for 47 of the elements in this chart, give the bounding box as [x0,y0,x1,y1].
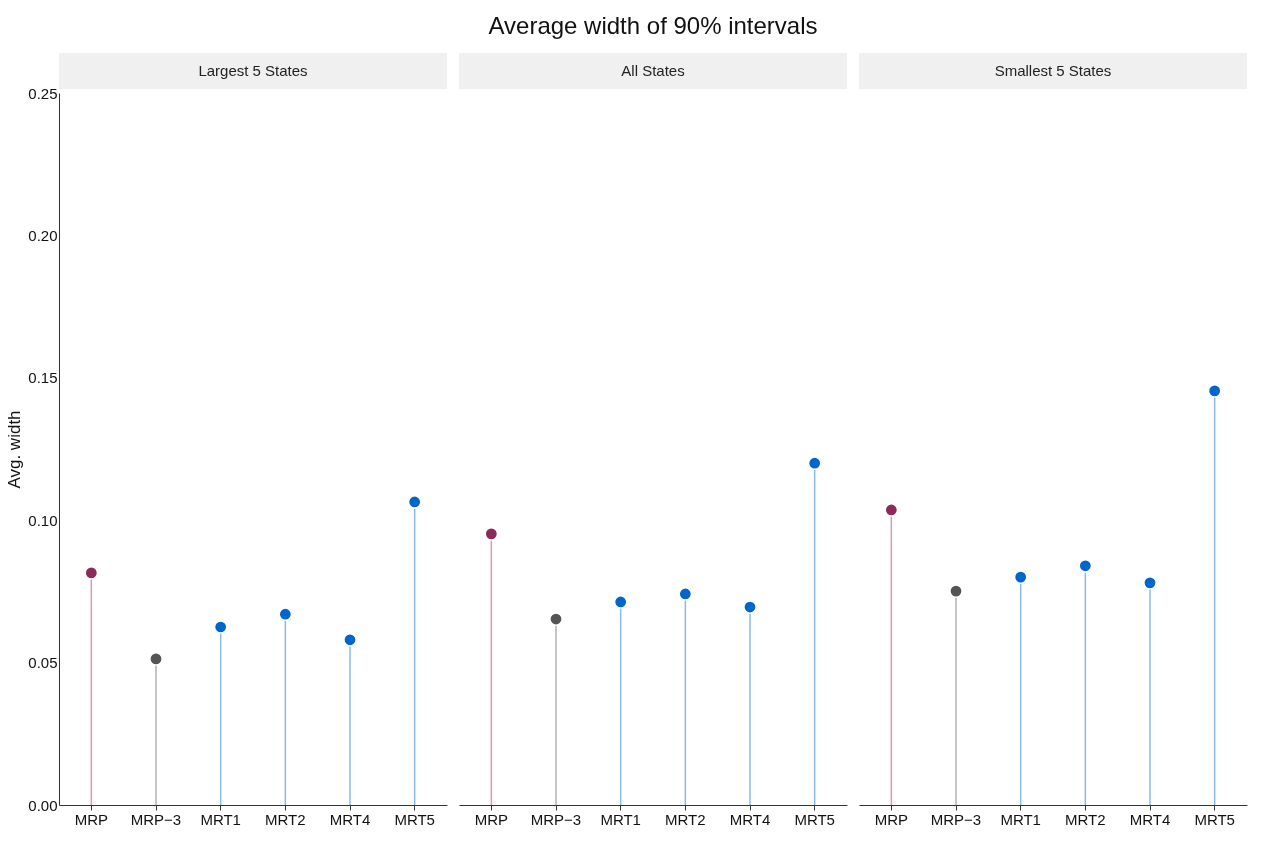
point [149,652,163,666]
chart-subtitle: Smallest 5 States [994,62,1112,79]
point [549,612,563,626]
x-tick-label: MRT2 [665,810,706,828]
x-tick-label: MRT2 [265,810,306,828]
y-tick-label: 0.20 [28,226,58,244]
point [807,456,822,471]
x-tick-label: MRT4 [329,810,371,828]
chart-title: Average width of 90% intervals [488,12,818,39]
y-tick-label: 0.25 [28,84,58,102]
x-tick-label: MRP [474,810,509,828]
point [613,595,628,609]
chart-subtitle: All States [621,62,685,79]
x-tick-label: MRT1 [200,810,241,828]
x-tick-label: MRP−3 [930,810,982,828]
x-tick-label: MRT5 [1194,810,1235,828]
point [949,584,963,598]
x-tick-label: MRP−3 [130,810,182,828]
point [884,503,899,517]
x-tick-label: MRT1 [1000,810,1041,828]
x-tick-label: MRT5 [794,810,835,828]
y-axis-title: Avg. width [5,410,25,489]
y-tick-label: 0.15 [28,369,58,387]
x-tick-label: MRT4 [1129,810,1171,828]
x-tick-label: MRP [874,810,909,828]
x-tick-label: MRT5 [394,810,435,828]
x-tick-label: MRP [74,810,109,828]
point [84,566,99,580]
chart-subtitle: Largest 5 States [198,62,308,79]
point [743,600,757,614]
x-tick-label: MRT2 [1065,810,1106,828]
point [1143,575,1157,590]
point [278,607,293,622]
point [1078,558,1093,573]
point [343,632,357,647]
point [213,620,228,634]
y-tick-label: 0.05 [28,654,58,672]
x-tick-label: MRT1 [600,810,641,828]
point [1207,384,1222,398]
point [678,587,693,601]
x-tick-label: MRT4 [729,810,771,828]
point [407,495,422,509]
point [1013,570,1028,585]
y-tick-label: 0.10 [28,511,58,529]
y-tick-label: 0.00 [28,796,58,814]
point [484,527,499,541]
x-tick-label: MRP−3 [530,810,582,828]
